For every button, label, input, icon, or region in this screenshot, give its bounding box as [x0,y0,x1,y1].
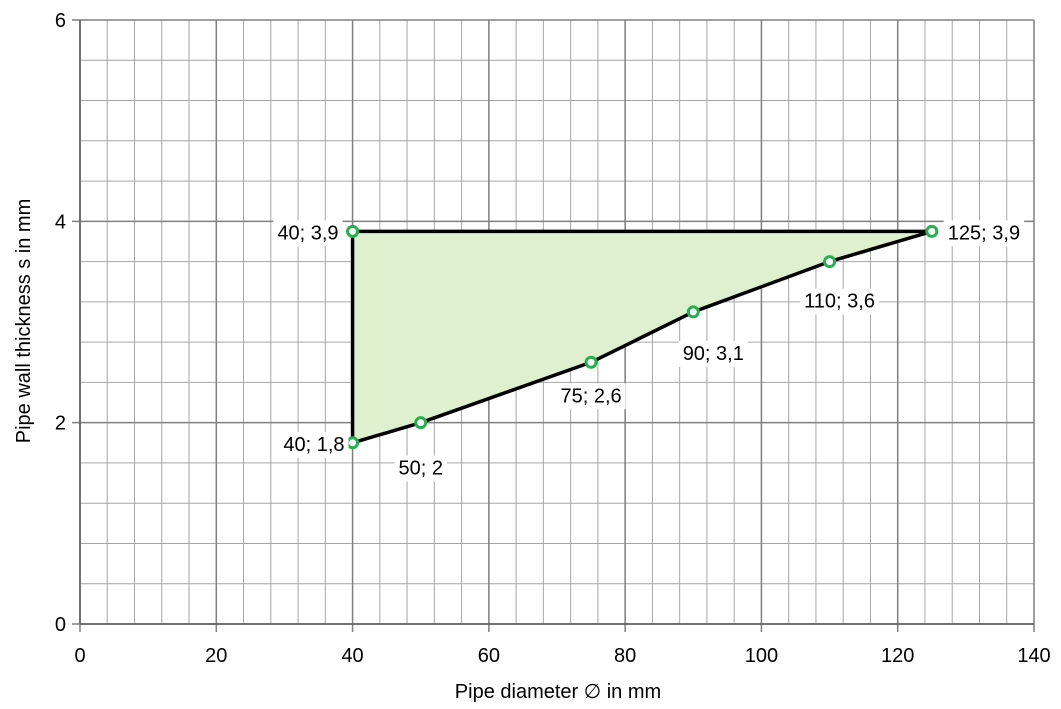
data-label: 90; 3,1 [683,343,744,365]
series-outline [350,229,934,445]
tick-labels: 0 20 40 60 80 100 120 140 0 2 4 6 [55,10,1051,667]
data-point [686,305,700,319]
data-point [346,224,360,238]
y-tick-label: 0 [55,614,66,636]
data-labels: 40; 1,8 50; 2 75; 2,6 90; 3,1 110; 3,6 125; 3… [273,220,1025,482]
data-markers [346,224,939,450]
data-label-background [943,220,1025,247]
data-label: 125; 3,9 [948,222,1020,244]
data-point [584,355,598,369]
x-tick-label: 60 [478,645,500,667]
data-label-background [556,383,626,410]
y-tick-label: 2 [55,413,66,435]
x-tick-label: 80 [614,645,636,667]
data-label: 50; 2 [398,458,442,480]
data-label: 40; 3,9 [277,222,338,244]
data-label-background [800,288,879,315]
x-tick-label: 0 [74,645,85,667]
data-point [346,436,360,450]
x-tick-label: 120 [881,645,914,667]
data-label: 110; 3,6 [804,291,875,313]
data-label-background [678,340,748,367]
axes [79,20,1034,625]
y-axis-title: Pipe wall thickness s in mm [13,199,35,444]
x-tick-label: 100 [745,645,778,667]
x-tick-label: 40 [341,645,363,667]
data-label-background [279,431,349,458]
series-line [350,229,934,445]
data-label: 40; 1,8 [283,434,344,456]
y-tick-label: 4 [55,211,66,233]
x-tick-label: 140 [1017,645,1050,667]
data-label-background [273,220,343,247]
data-point [414,416,428,430]
x-tick-label: 20 [205,645,227,667]
data-point [925,224,939,238]
data-label-background [394,455,447,482]
x-axis-title: Pipe diameter ∅ in mm [455,681,661,703]
data-point [823,255,837,269]
data-label: 75; 2,6 [560,385,621,407]
y-tick-label: 6 [55,10,66,32]
